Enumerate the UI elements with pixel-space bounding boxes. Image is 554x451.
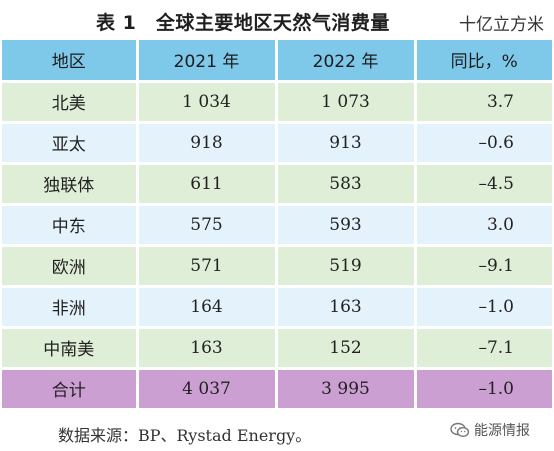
cell-region: 中东 xyxy=(2,204,139,247)
table-header-row: 地区 2021 年 2022 年 同比，% xyxy=(2,40,552,83)
cell-change: –7.1 xyxy=(415,327,552,370)
wechat-icon xyxy=(450,422,470,438)
table-title: 表 1 全球主要地区天然气消费量 xyxy=(96,12,390,34)
cell-2021: 164 xyxy=(137,286,278,329)
cell-2022: 1 073 xyxy=(276,81,417,124)
cell-2022: 163 xyxy=(276,286,417,329)
gas-consumption-table: 地区 2021 年 2022 年 同比，% 北美 1 034 1 073 3.7… xyxy=(2,40,552,411)
cell-2021: 918 xyxy=(137,122,278,165)
watermark: 能源情报 xyxy=(450,420,530,440)
cell-2022: 152 xyxy=(276,327,417,370)
cell-region: 独联体 xyxy=(2,163,139,206)
cell-2021: 611 xyxy=(137,163,278,206)
cell-change: –1.0 xyxy=(415,368,552,411)
table-row: 欧洲 571 519 –9.1 xyxy=(2,245,552,288)
header-region: 地区 xyxy=(2,40,139,83)
cell-2021: 4 037 xyxy=(137,368,278,411)
cell-region: 北美 xyxy=(2,81,139,124)
cell-change: –4.5 xyxy=(415,163,552,206)
cell-region: 亚太 xyxy=(2,122,139,165)
header-change: 同比，% xyxy=(415,40,552,83)
table-row: 北美 1 034 1 073 3.7 xyxy=(2,81,552,124)
cell-region: 欧洲 xyxy=(2,245,139,288)
cell-2021: 571 xyxy=(137,245,278,288)
cell-change: 3.0 xyxy=(415,204,552,247)
cell-2021: 1 034 xyxy=(137,81,278,124)
table-row: 中南美 163 152 –7.1 xyxy=(2,327,552,370)
cell-2022: 583 xyxy=(276,163,417,206)
cell-region: 非洲 xyxy=(2,286,139,329)
title-row: 表 1 全球主要地区天然气消费量 十亿立方米 xyxy=(0,0,554,38)
cell-region: 合计 xyxy=(2,368,139,411)
cell-2022: 913 xyxy=(276,122,417,165)
cell-2022: 593 xyxy=(276,204,417,247)
cell-2021: 575 xyxy=(137,204,278,247)
unit-label: 十亿立方米 xyxy=(459,15,544,35)
table-row: 亚太 918 913 –0.6 xyxy=(2,122,552,165)
cell-change: –0.6 xyxy=(415,122,552,165)
watermark-text: 能源情报 xyxy=(474,423,530,439)
table-row: 中东 575 593 3.0 xyxy=(2,204,552,247)
cell-change: 3.7 xyxy=(415,81,552,124)
table-row: 独联体 611 583 –4.5 xyxy=(2,163,552,206)
cell-2021: 163 xyxy=(137,327,278,370)
cell-2022: 3 995 xyxy=(276,368,417,411)
table-row: 非洲 164 163 –1.0 xyxy=(2,286,552,329)
table-total-row: 合计 4 037 3 995 –1.0 xyxy=(2,368,552,411)
header-2021: 2021 年 xyxy=(137,40,278,83)
header-2022: 2022 年 xyxy=(276,40,417,83)
source-note: 数据来源：BP、Rystad Energy。 xyxy=(58,426,312,445)
cell-2022: 519 xyxy=(276,245,417,288)
cell-change: –1.0 xyxy=(415,286,552,329)
cell-region: 中南美 xyxy=(2,327,139,370)
cell-change: –9.1 xyxy=(415,245,552,288)
